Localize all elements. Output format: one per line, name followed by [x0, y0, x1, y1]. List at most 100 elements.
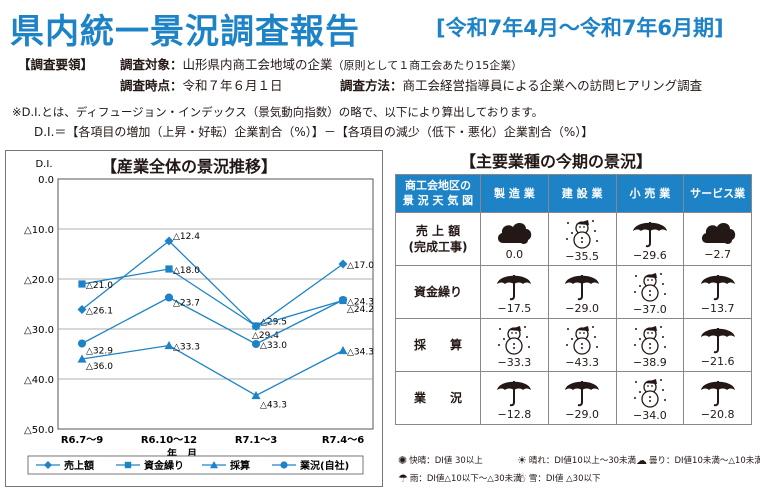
umbrella-legend-icon: ☂ [398, 472, 408, 485]
table-row: 採 算 −33.3 −43.3 −38.9 −21.6 [395, 318, 752, 372]
legend-snow-label: 雪：DI値 △30以下 [528, 474, 601, 484]
cell-value: −13.7 [700, 302, 735, 315]
umbrella-icon [481, 377, 548, 407]
legend-label: 資金繰り [144, 459, 184, 472]
series-line [81, 268, 344, 327]
target-note: （原則として１商工会あたり15企業） [332, 59, 523, 72]
column-header: 製 造 業 [480, 174, 549, 213]
weather-cell: −13.7 [683, 265, 752, 319]
data-label: △24.3 [347, 298, 374, 308]
di-note: ※D.I.とは、ディフュージョン・インデックス（景気動向指数）の略で、以下により… [12, 105, 544, 119]
data-label: △34.3 [347, 348, 374, 358]
umbrella-icon [684, 271, 751, 301]
chart-legend [27, 455, 364, 475]
weather-cell: −33.3 [480, 318, 549, 372]
cell-value: −17.5 [497, 302, 532, 315]
cell-value: −43.3 [565, 356, 599, 369]
umbrella-icon [684, 377, 751, 407]
legend-rain: ☂ 雨：DI値△10以下～△30未満 [398, 472, 522, 485]
data-label: △26.1 [86, 307, 113, 317]
fine-icon: ☀ [517, 454, 527, 467]
legend-cloudy: ☁ 曇り：DI値10未満～△10未満 [636, 454, 760, 467]
survey-method: 調査方法：商工会経営指導員による企業への訪問ヒアリング調査 [340, 75, 702, 94]
x-tick-label: R6.7～9 [61, 435, 103, 446]
data-label: △29.5 [260, 318, 287, 328]
weather-cell: −34.0 [615, 371, 685, 425]
chart-panel: 【産業全体の景況推移】 D.I. 0.0 △10.0 △20.0 △30.0 △40.0 △… [5, 150, 383, 487]
table-row: 業 況 −12.8 −29.0 −34.0 −20.8 [395, 371, 752, 425]
cell-value: −35.5 [565, 250, 599, 263]
corner-line1: 商工会地区の [405, 179, 471, 193]
table-row: 売 上 額 (完成工事) 0.0 −35.5 −29.6 −2.7 [395, 212, 752, 266]
data-point [164, 236, 174, 246]
y-tick-label: △10.0 [24, 225, 54, 236]
legend-label: 売上額 [64, 459, 94, 472]
data-point [165, 265, 173, 273]
row-label-line1: 資金繰り [413, 284, 462, 299]
snowman-icon [617, 323, 684, 355]
weather-table: 商工会地区の景 況 天 気 図 製 造 業 建 設 業 小 売 業 サービス業 … [395, 174, 752, 425]
legend-fine: ☀ 晴れ：DI値10以上～30未満 [517, 454, 636, 467]
data-point [338, 346, 348, 355]
page-title: 県内統一景況調査報告 [10, 12, 360, 52]
legend-label: 業況(自社) [299, 459, 349, 472]
line-chart: D.I. 0.0 △10.0 △20.0 △30.0 △40.0 △50.0 R6.7～9 R6… [24, 159, 374, 475]
survey-time: 調査時点：令和７年６月１日 [120, 75, 283, 94]
legend-cloudy-label: 曇り：DI値10未満～△10未満 [649, 456, 760, 466]
cell-value: −29.0 [565, 302, 599, 315]
cell-value: 0.0 [505, 248, 524, 261]
data-point [252, 322, 260, 330]
row-label-line1: 採 算 [413, 337, 462, 352]
row-label-line1: 売 上 額 [415, 223, 461, 238]
cell-value: −29.6 [633, 249, 667, 262]
data-point [77, 305, 87, 314]
y-tick-label: △30.0 [24, 325, 54, 336]
y-tick-label: 0.0 [38, 175, 54, 186]
table-row: 資金繰り −17.5 −29.0 −37.0 −13.7 [395, 265, 752, 319]
chart-title: 【産業全体の景況推移】 [101, 157, 278, 176]
data-label: △33.0 [260, 341, 287, 351]
cell-value: −33.3 [497, 356, 532, 369]
umbrella-icon [617, 218, 684, 248]
weather-cell: −20.8 [683, 371, 752, 425]
data-label: △17.0 [347, 261, 374, 271]
data-point [338, 295, 348, 305]
weather-cell: −2.7 [683, 212, 752, 266]
legend-rain-label: 雨：DI値△10以下～△30未満 [409, 474, 522, 484]
weather-cell: −29.0 [547, 371, 617, 425]
x-tick-label: R6.10～12 [141, 435, 197, 446]
weather-cell: −37.0 [615, 265, 685, 319]
column-header: 小 売 業 [615, 174, 685, 213]
data-point [164, 341, 174, 350]
target-value: 山形県内商工会地域の企業 [182, 57, 333, 72]
legend-fine-label: 晴れ：DI値10以上～30未満 [528, 456, 637, 466]
time-value: 令和７年６月１日 [182, 78, 283, 93]
cell-value: −2.7 [704, 248, 731, 261]
weather-cell: −17.5 [480, 265, 549, 319]
weather-cell: −29.6 [615, 212, 685, 266]
data-point [77, 354, 87, 363]
series-line [81, 344, 344, 397]
data-label: △12.4 [173, 232, 200, 242]
cell-value: −38.9 [633, 356, 667, 369]
data-point [78, 280, 86, 288]
x-tick-label: R7.1～3 [235, 435, 277, 446]
umbrella-icon [549, 377, 616, 407]
cell-value: −20.8 [700, 408, 735, 421]
data-point [164, 293, 174, 302]
snowman-icon [617, 270, 684, 302]
snowman-legend-icon: ☃ [517, 472, 527, 485]
survey-target: 調査対象：山形県内商工会地域の企業（原則として１商工会あたり15企業） [120, 54, 522, 73]
data-point [251, 391, 261, 400]
data-point [338, 259, 348, 269]
snowman-icon [549, 323, 616, 355]
data-point [77, 339, 87, 348]
umbrella-icon [481, 271, 548, 301]
column-header: 建 設 業 [547, 174, 617, 213]
umbrella-icon [684, 324, 751, 354]
y-axis-label: D.I. [35, 159, 52, 170]
data-label: △29.4 [252, 331, 279, 341]
snowman-icon [481, 323, 548, 355]
weather-cell: −29.0 [547, 265, 617, 319]
plot-area [57, 178, 374, 430]
